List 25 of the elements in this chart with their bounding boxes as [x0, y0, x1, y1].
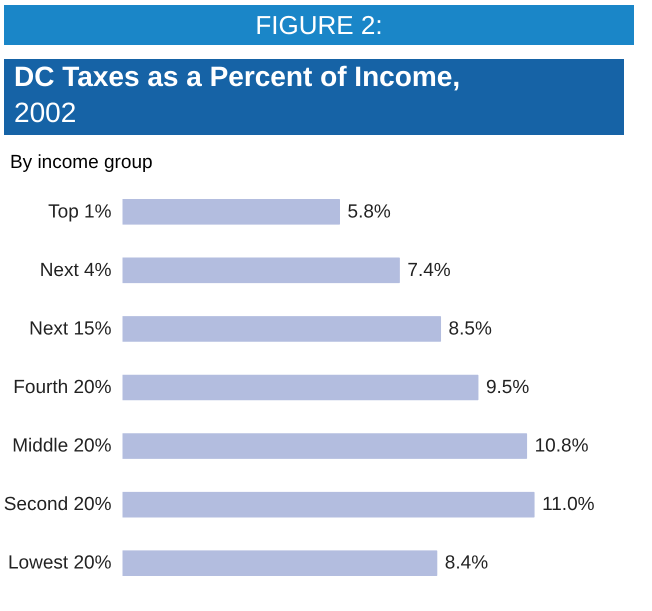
y-tick-label: Lowest 20%	[8, 552, 112, 574]
bar	[122, 550, 438, 576]
bar	[122, 198, 340, 225]
y-tick-label: Fourth 20%	[13, 377, 112, 398]
bar	[122, 374, 478, 400]
chart-subtitle: 2002	[14, 97, 76, 128]
caption: FIGURE 2:	[255, 9, 383, 42]
data-label: 10.8%	[534, 436, 589, 457]
bar	[122, 492, 535, 518]
data-label: 7.4%	[407, 260, 451, 281]
bar	[122, 316, 442, 342]
data-label: 5.8%	[348, 201, 391, 222]
y-tick-label: Middle 20%	[12, 436, 112, 457]
bar	[122, 433, 528, 459]
y-tick-label: Top 1%	[48, 201, 112, 222]
chart-title: DC Taxes as a Percent of Income,	[14, 61, 460, 92]
data-label: 8.4%	[444, 552, 488, 574]
y-tick-label: Second 20%	[4, 494, 112, 516]
data-label: 11.0%	[542, 494, 595, 516]
data-label: 9.5%	[486, 377, 530, 398]
text: By income group	[10, 151, 153, 175]
y-tick-label: Next 15%	[29, 318, 112, 340]
bar	[122, 258, 400, 284]
data-label: 8.5%	[448, 318, 492, 340]
y-tick-label: Next 4%	[40, 260, 112, 281]
